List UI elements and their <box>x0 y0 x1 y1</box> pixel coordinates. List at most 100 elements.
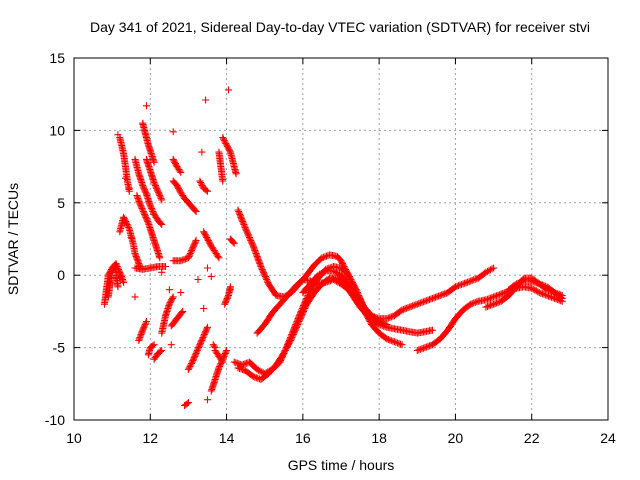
data-point-marker <box>197 180 205 188</box>
data-point-marker <box>288 334 296 341</box>
data-point-marker <box>171 158 179 166</box>
data-point-marker <box>291 326 299 334</box>
data-point-marker <box>114 283 122 291</box>
data-point-marker <box>321 253 329 261</box>
data-point-marker <box>251 373 259 381</box>
data-point-marker <box>184 365 192 373</box>
data-point-marker <box>243 228 251 236</box>
data-point-marker <box>500 289 508 297</box>
data-point-marker <box>540 282 548 290</box>
data-point-marker <box>337 257 345 265</box>
data-point-marker <box>119 277 127 285</box>
data-point-marker <box>136 334 144 341</box>
data-point-marker <box>484 303 491 310</box>
y-tick-label: 10 <box>49 122 65 138</box>
data-point-marker <box>464 278 472 286</box>
data-point-marker <box>215 254 223 262</box>
data-point-marker <box>224 293 232 301</box>
data-point-marker <box>200 305 208 312</box>
data-point-marker <box>461 279 469 287</box>
data-point-marker <box>195 344 203 352</box>
data-point-marker <box>467 277 475 285</box>
data-point-marker <box>451 283 459 291</box>
data-point-marker <box>174 183 182 191</box>
data-point-marker <box>196 341 204 349</box>
data-point-marker <box>395 340 403 347</box>
data-point-marker <box>253 251 260 259</box>
data-point-marker <box>535 280 543 288</box>
data-point-marker <box>156 192 164 200</box>
data-point-marker <box>554 290 562 298</box>
data-point-marker <box>223 347 231 354</box>
data-point-marker <box>204 264 211 272</box>
data-point-marker <box>342 267 350 275</box>
data-point-marker <box>436 292 444 299</box>
data-point-marker <box>366 318 374 325</box>
data-point-marker <box>219 134 227 142</box>
data-point-marker <box>416 299 424 307</box>
data-point-marker <box>176 167 184 175</box>
data-point-marker <box>157 348 164 355</box>
data-point-marker <box>139 326 147 334</box>
data-point-marker <box>258 264 265 272</box>
data-point-marker <box>190 241 198 249</box>
data-point-marker <box>194 276 202 283</box>
data-point-marker <box>247 238 255 246</box>
y-axis-label: SDTVAR / TECUs <box>5 183 21 295</box>
data-point-marker <box>320 268 328 276</box>
data-point-marker <box>490 293 498 301</box>
data-point-marker <box>117 273 125 281</box>
x-tick-label: 16 <box>295 430 311 446</box>
data-point-marker <box>397 340 404 348</box>
data-point-marker <box>375 318 383 325</box>
data-point-marker <box>234 206 242 214</box>
data-point-marker <box>532 279 540 287</box>
data-point-marker <box>467 300 475 308</box>
data-point-marker <box>239 219 247 227</box>
data-point-marker <box>418 345 426 353</box>
data-point-marker <box>400 305 408 313</box>
data-point-marker <box>154 187 162 195</box>
data-point-marker <box>223 142 231 150</box>
data-point-marker <box>223 296 231 304</box>
data-point-marker <box>244 229 252 237</box>
data-point-marker <box>150 341 158 349</box>
data-point-marker <box>225 86 232 94</box>
data-point-marker <box>120 215 128 223</box>
data-point-marker <box>187 361 195 369</box>
x-tick-label: 18 <box>371 430 387 446</box>
data-point-marker <box>455 282 462 290</box>
data-point-marker <box>168 296 176 304</box>
data-point-marker <box>136 200 144 208</box>
data-point-marker <box>340 263 348 270</box>
data-point-marker <box>203 325 211 333</box>
data-point-marker <box>156 254 164 262</box>
data-point-marker <box>295 318 303 325</box>
data-point-marker <box>413 347 421 354</box>
data-point-marker <box>453 282 461 290</box>
data-point-marker <box>139 208 147 215</box>
data-point-marker <box>201 329 209 337</box>
data-point-marker <box>235 208 243 215</box>
data-point-marker <box>256 367 264 375</box>
data-point-marker <box>111 264 119 272</box>
data-point-marker <box>293 322 301 330</box>
data-point-marker <box>424 296 432 304</box>
data-point-marker <box>491 300 499 308</box>
data-point-marker <box>378 319 386 327</box>
data-point-marker <box>413 300 421 308</box>
data-point-marker <box>223 141 231 149</box>
data-point-marker <box>298 312 306 320</box>
data-point-marker <box>223 294 231 302</box>
data-point-marker <box>287 336 295 344</box>
data-point-marker <box>314 271 322 279</box>
data-point-marker <box>141 210 149 218</box>
data-point-marker <box>180 256 188 264</box>
data-point-marker <box>245 232 253 240</box>
data-point-marker <box>202 326 210 334</box>
data-point-marker <box>205 238 213 246</box>
data-point-marker <box>134 195 142 202</box>
data-point-marker <box>258 265 266 273</box>
data-point-marker <box>211 344 219 352</box>
data-point-marker <box>493 292 501 300</box>
